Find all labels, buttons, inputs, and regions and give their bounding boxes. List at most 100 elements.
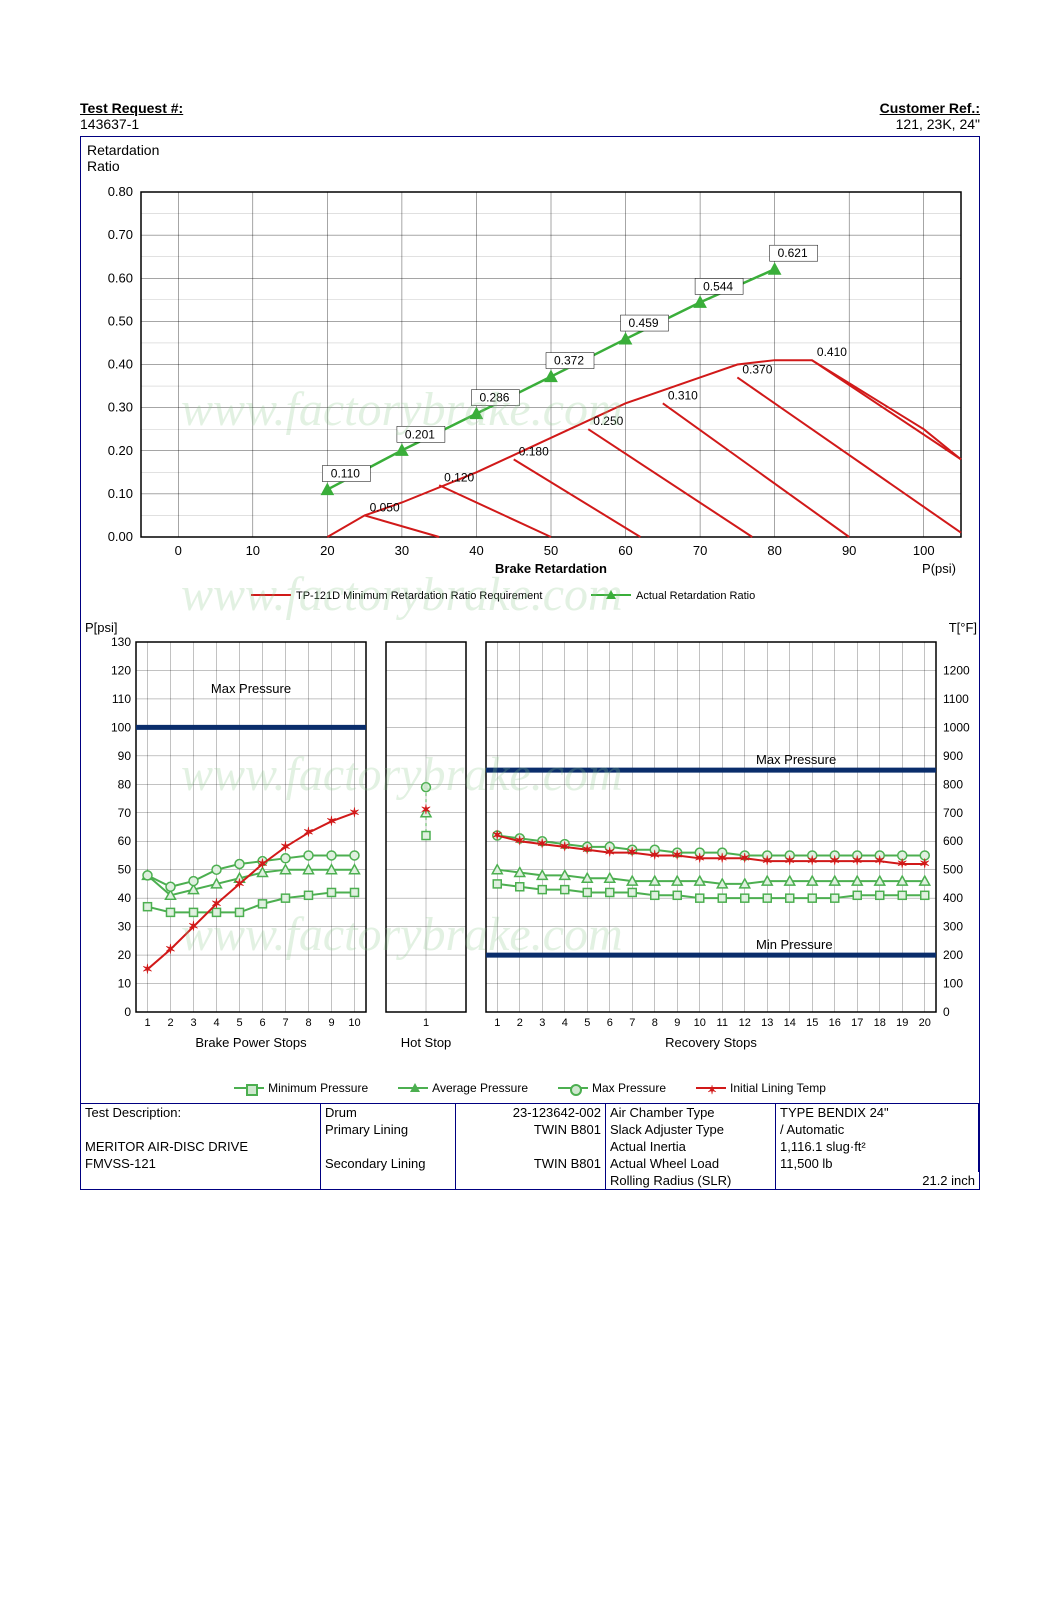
pri-lining-val: TWIN B801 <box>456 1121 606 1138</box>
svg-text:2: 2 <box>167 1017 173 1029</box>
legend-temp: Initial Lining Temp <box>730 1081 826 1095</box>
svg-text:0.80: 0.80 <box>108 184 133 199</box>
report-frame: www.factorybrake.com www.factorybrake.co… <box>80 136 980 1190</box>
svg-text:700: 700 <box>943 806 963 820</box>
svg-text:13: 13 <box>761 1017 773 1029</box>
svg-text:0.20: 0.20 <box>108 443 133 458</box>
svg-text:5: 5 <box>236 1017 242 1029</box>
svg-text:✶: ✶ <box>257 856 268 871</box>
svg-text:1000: 1000 <box>943 720 970 734</box>
svg-text:✶: ✶ <box>694 850 705 865</box>
wheel-load-val: 11,500 lb <box>776 1155 979 1172</box>
svg-text:✶: ✶ <box>672 847 683 862</box>
svg-text:15: 15 <box>806 1017 818 1029</box>
pri-lining-label: Primary Lining <box>321 1121 456 1138</box>
svg-text:50: 50 <box>544 543 558 558</box>
sec-lining-label: Secondary Lining <box>321 1155 456 1172</box>
svg-text:3: 3 <box>190 1017 196 1029</box>
fade-recovery-chart: P[psi]T[°F]01020304050607080901001101201… <box>81 617 981 1077</box>
svg-text:1100: 1100 <box>943 692 969 706</box>
svg-text:0.120: 0.120 <box>444 470 474 484</box>
svg-text:✶: ✶ <box>604 845 615 860</box>
svg-text:Brake Power Stops: Brake Power Stops <box>195 1035 307 1050</box>
test-desc-l1: MERITOR AIR-DISC DRIVE <box>81 1138 321 1155</box>
svg-text:T[°F]: T[°F] <box>949 620 977 635</box>
svg-text:0.286: 0.286 <box>479 391 509 405</box>
svg-text:14: 14 <box>784 1017 796 1029</box>
svg-text:130: 130 <box>111 635 131 649</box>
svg-text:10: 10 <box>246 543 260 558</box>
svg-text:0.60: 0.60 <box>108 270 133 285</box>
rolling-label: Rolling Radius (SLR) <box>606 1172 776 1189</box>
svg-text:110: 110 <box>112 692 131 706</box>
svg-text:600: 600 <box>943 834 963 848</box>
svg-text:Max Pressure: Max Pressure <box>756 752 836 767</box>
svg-text:Max Pressure: Max Pressure <box>211 681 291 696</box>
air-chamber-val: TYPE BENDIX 24" <box>776 1104 979 1121</box>
drum-val: 23-123642-002 <box>456 1104 606 1121</box>
svg-text:80: 80 <box>118 777 132 791</box>
svg-text:TP-121D Minimum Retardation Ra: TP-121D Minimum Retardation Ratio Requir… <box>296 590 542 602</box>
svg-text:✶: ✶ <box>717 850 728 865</box>
svg-text:0: 0 <box>943 1005 950 1019</box>
svg-text:0: 0 <box>124 1005 131 1019</box>
legend-avg: Average Pressure <box>432 1081 528 1095</box>
svg-text:100: 100 <box>943 977 963 991</box>
svg-text:70: 70 <box>118 806 132 820</box>
svg-text:9: 9 <box>328 1017 334 1029</box>
svg-text:60: 60 <box>618 543 632 558</box>
svg-text:P[psi]: P[psi] <box>85 620 118 635</box>
info-table: Test Description: Drum 23-123642-002 Air… <box>81 1103 979 1189</box>
svg-text:✶: ✶ <box>559 839 570 854</box>
slack-val: / Automatic <box>776 1121 979 1138</box>
svg-text:800: 800 <box>943 777 963 791</box>
svg-text:0.50: 0.50 <box>108 313 133 328</box>
svg-text:0.70: 0.70 <box>108 227 133 242</box>
customer-ref-label: Customer Ref.: <box>880 100 980 116</box>
svg-text:100: 100 <box>913 543 935 558</box>
svg-text:1: 1 <box>144 1017 150 1029</box>
test-request-value: 143637-1 <box>80 116 183 132</box>
svg-text:0.050: 0.050 <box>370 500 400 514</box>
svg-text:8: 8 <box>305 1017 311 1029</box>
svg-text:90: 90 <box>118 749 132 763</box>
svg-text:40: 40 <box>118 891 132 905</box>
svg-text:3: 3 <box>539 1017 545 1029</box>
svg-text:10: 10 <box>348 1017 360 1029</box>
svg-text:19: 19 <box>896 1017 908 1029</box>
svg-text:0.40: 0.40 <box>108 357 133 372</box>
svg-text:✶: ✶ <box>514 833 525 848</box>
svg-text:70: 70 <box>693 543 707 558</box>
svg-text:Actual Retardation Ratio: Actual Retardation Ratio <box>636 590 755 602</box>
svg-text:5: 5 <box>584 1017 590 1029</box>
test-desc-l2: FMVSS-121 <box>81 1155 321 1172</box>
svg-text:✶: ✶ <box>303 825 314 840</box>
svg-text:Retardation: Retardation <box>87 142 159 158</box>
svg-text:0.180: 0.180 <box>519 444 549 458</box>
svg-text:4: 4 <box>213 1017 219 1029</box>
svg-text:30: 30 <box>395 543 409 558</box>
inertia-label: Actual Inertia <box>606 1138 776 1155</box>
svg-text:0.410: 0.410 <box>817 345 847 359</box>
svg-text:90: 90 <box>842 543 856 558</box>
rolling-val: 21.2 inch <box>776 1172 979 1189</box>
svg-text:40: 40 <box>469 543 483 558</box>
svg-text:Min Pressure: Min Pressure <box>756 937 833 952</box>
svg-text:200: 200 <box>943 948 963 962</box>
svg-text:11: 11 <box>717 1017 728 1029</box>
svg-text:18: 18 <box>874 1017 886 1029</box>
svg-text:500: 500 <box>943 863 963 877</box>
svg-text:0.201: 0.201 <box>405 427 435 441</box>
svg-text:✶: ✶ <box>627 845 638 860</box>
svg-text:✶: ✶ <box>582 842 593 857</box>
svg-text:0.310: 0.310 <box>668 388 698 402</box>
svg-text:0.00: 0.00 <box>108 529 133 544</box>
svg-text:✶: ✶ <box>165 941 176 956</box>
svg-text:6: 6 <box>607 1017 613 1029</box>
svg-text:Recovery Stops: Recovery Stops <box>665 1035 757 1050</box>
svg-text:900: 900 <box>943 749 963 763</box>
svg-text:400: 400 <box>943 891 963 905</box>
svg-text:✶: ✶ <box>919 856 930 871</box>
drum-label: Drum <box>321 1104 456 1121</box>
wheel-load-label: Actual Wheel Load <box>606 1155 776 1172</box>
